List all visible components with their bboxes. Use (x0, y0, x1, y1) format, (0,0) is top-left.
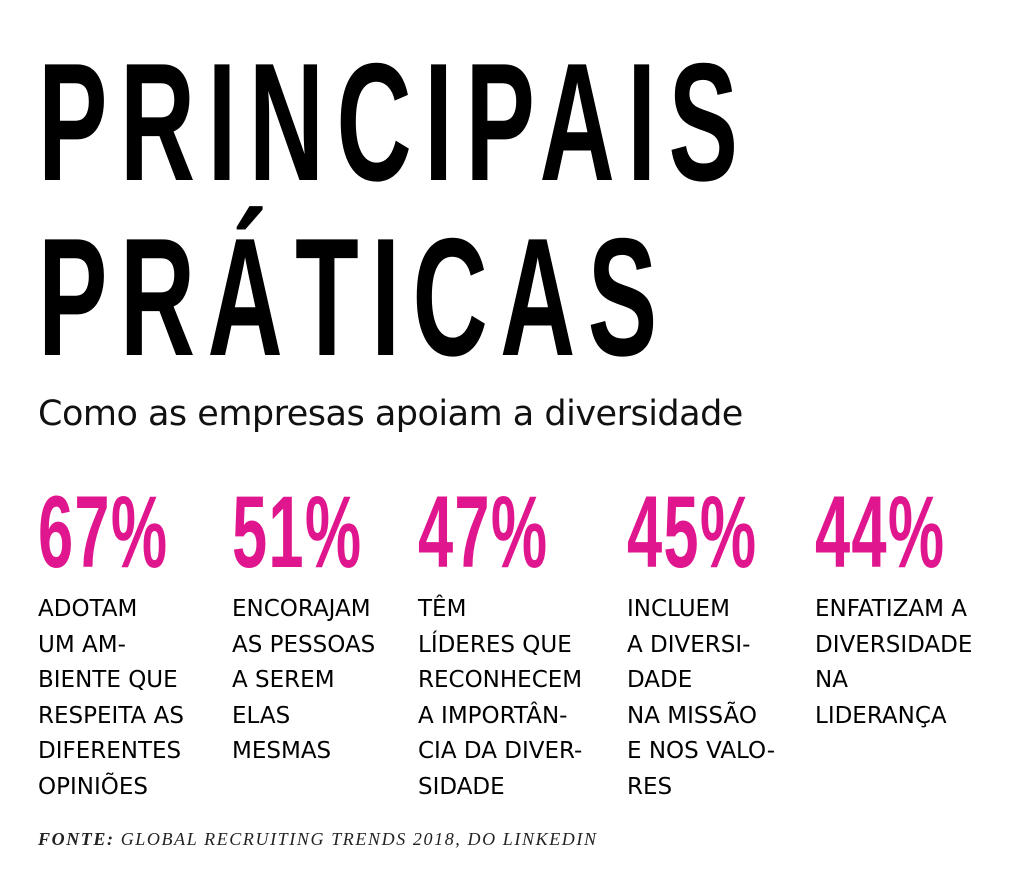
stat-value-3: 47% (418, 475, 549, 589)
stat-description-5: ENFATIZAM A DIVERSIDADE NA LIDERANÇA (815, 596, 973, 729)
stat-description-3: TÊM LÍDERES QUE RECONHECEM A IMPORTÂN- C… (418, 596, 583, 800)
stat-item-3: 47% TÊM LÍDERES QUE RECONHECEM A IMPORTÂ… (418, 480, 628, 805)
subtitle: Como as empresas apoiam a diversidade (38, 394, 743, 434)
stat-item-4: 45% INCLUEM A DIVERSI- DADE NA MISSÃO E … (627, 480, 837, 805)
stat-value-1: 67% (38, 475, 169, 589)
title-line-2: PRÁTICAS (38, 203, 670, 391)
stat-item-2: 51% ENCORAJAM AS PESSOAS A SEREM ELAS ME… (232, 480, 442, 770)
stat-description-4: INCLUEM A DIVERSI- DADE NA MISSÃO E NOS … (627, 596, 776, 800)
source-label: FONTE: (38, 829, 115, 849)
source-note: FONTE: GLOBAL RECRUITING TRENDS 2018, DO… (38, 829, 598, 850)
stat-value-2: 51% (232, 475, 363, 589)
stat-value-4: 45% (627, 475, 758, 589)
stat-item-1: 67% ADOTAM UM AM- BIENTE QUE RESPEITA AS… (38, 480, 248, 805)
source-text: GLOBAL RECRUITING TRENDS 2018, DO LINKED… (114, 829, 598, 849)
stat-description-2: ENCORAJAM AS PESSOAS A SEREM ELAS MESMAS (232, 596, 376, 764)
title-line-1: PRINCIPAIS (38, 28, 751, 216)
stat-value-5: 44% (815, 475, 946, 589)
stat-item-5: 44% ENFATIZAM A DIVERSIDADE NA LIDERANÇA (815, 480, 1024, 734)
stat-description-1: ADOTAM UM AM- BIENTE QUE RESPEITA AS DIF… (38, 596, 184, 800)
